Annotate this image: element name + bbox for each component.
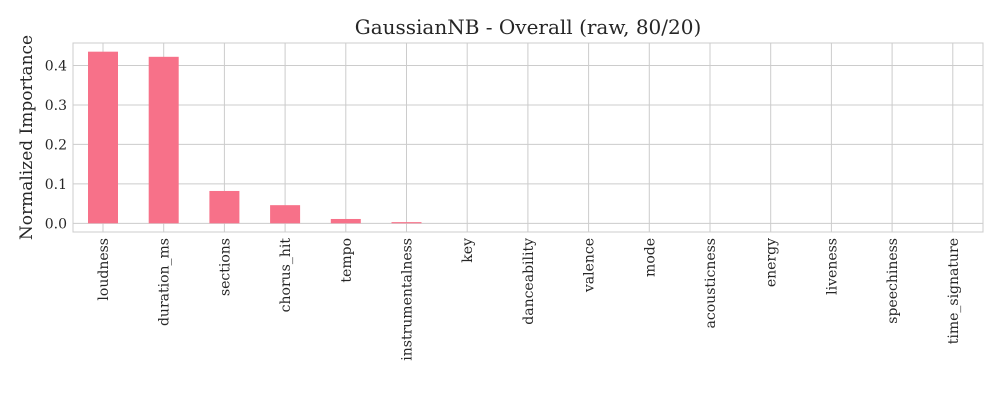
bar-series: [88, 51, 422, 224]
x-gridlines: [102, 43, 954, 232]
y-tick-label: 0.4: [45, 58, 67, 74]
y-tick-labels: 0.0 0.1 0.2 0.3 0.4: [45, 58, 67, 232]
y-tick-label: 0.3: [45, 98, 67, 114]
x-tick-label: mode: [642, 238, 658, 277]
x-tick-label: loudness: [96, 238, 112, 301]
bar-duration-ms: [148, 56, 179, 224]
y-tick-label: 0.1: [45, 177, 67, 193]
x-tick-label: acousticness: [703, 238, 719, 328]
x-tick-label: energy: [764, 238, 780, 287]
x-tick-label: duration_ms: [157, 238, 173, 326]
bar-tempo: [330, 218, 361, 224]
x-tick-label: key: [460, 238, 476, 263]
y-axis-label: Normalized Importance: [17, 35, 37, 240]
x-tick-label: valence: [582, 238, 598, 293]
bar-sections: [209, 190, 240, 224]
x-tick-label: chorus_hit: [278, 238, 294, 313]
y-tick-label: 0.2: [45, 137, 67, 153]
x-tick-label: speechiness: [885, 238, 901, 324]
plot-frame: [72, 42, 984, 233]
x-tick-labels: loudness duration_ms sections chorus_hit tem…: [96, 238, 962, 361]
x-tick-label: tempo: [339, 238, 355, 283]
x-tick-label: danceability: [521, 238, 537, 325]
y-tick-label: 0.0: [45, 216, 67, 232]
x-tick-label: liveness: [824, 238, 840, 295]
x-tick-label: sections: [217, 238, 233, 296]
bar-instrumentalness: [391, 222, 422, 224]
bar-chorus-hit: [270, 205, 301, 224]
chart-title: GaussianNB - Overall (raw, 80/20): [355, 15, 702, 39]
x-tick-label: instrumentalness: [400, 238, 416, 361]
bar-loudness: [88, 51, 118, 224]
x-tick-label: time_signature: [946, 238, 962, 344]
